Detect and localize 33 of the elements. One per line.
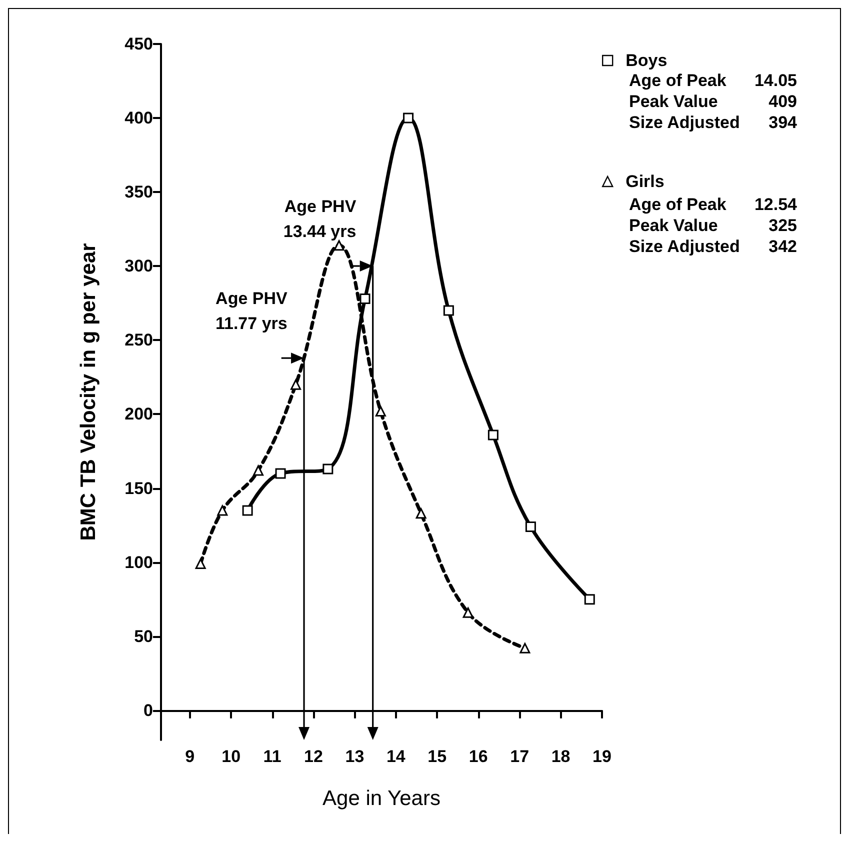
y-tick-label: 0 xyxy=(144,700,153,720)
x-tick-label: 15 xyxy=(428,747,447,766)
text: Peak Value 325 xyxy=(629,216,797,235)
x-tick-label: 17 xyxy=(510,747,530,766)
y-tick-label: 250 xyxy=(124,330,153,350)
x-tick-label: 19 xyxy=(592,747,612,766)
x-tick-label: 14 xyxy=(386,747,406,766)
x-axis-title: Age in Years xyxy=(322,787,440,810)
text: Size Adjusted 342 xyxy=(629,237,797,256)
y-tick-label: 100 xyxy=(124,552,153,572)
x-tick-label: 13 xyxy=(345,747,364,766)
y-tick-label: 400 xyxy=(124,108,153,128)
y-tick-label: 200 xyxy=(124,404,153,424)
x-tick-label: 18 xyxy=(551,747,570,766)
x-tick-label: 16 xyxy=(468,747,488,766)
ref-line-label: Age PHV 13.44 yrs xyxy=(283,197,357,242)
x-tick-label: 9 xyxy=(185,747,195,766)
x-tick-label: 11 xyxy=(263,747,282,766)
y-tick-label: 450 xyxy=(124,34,153,54)
legend-label: Girls xyxy=(626,172,664,191)
text: Age of Peak 12.54 xyxy=(629,195,797,214)
x-tick-label: 10 xyxy=(222,747,241,766)
y-tick-label: 300 xyxy=(124,256,153,276)
text: Size Adjusted 394 xyxy=(629,113,797,132)
ref-line-label: Age PHV 11.77 yrs xyxy=(215,289,288,334)
y-tick-label: 50 xyxy=(134,626,153,646)
text: Peak Value 409 xyxy=(629,92,797,111)
x-tick-label: 12 xyxy=(304,747,323,766)
y-axis-title: BMC TB Velocity in g per year xyxy=(77,243,100,541)
y-tick-label: 150 xyxy=(124,478,153,498)
legend-label: Boys xyxy=(626,51,668,70)
text: Age of Peak 14.05 xyxy=(629,71,797,90)
y-tick-label: 350 xyxy=(124,182,153,202)
